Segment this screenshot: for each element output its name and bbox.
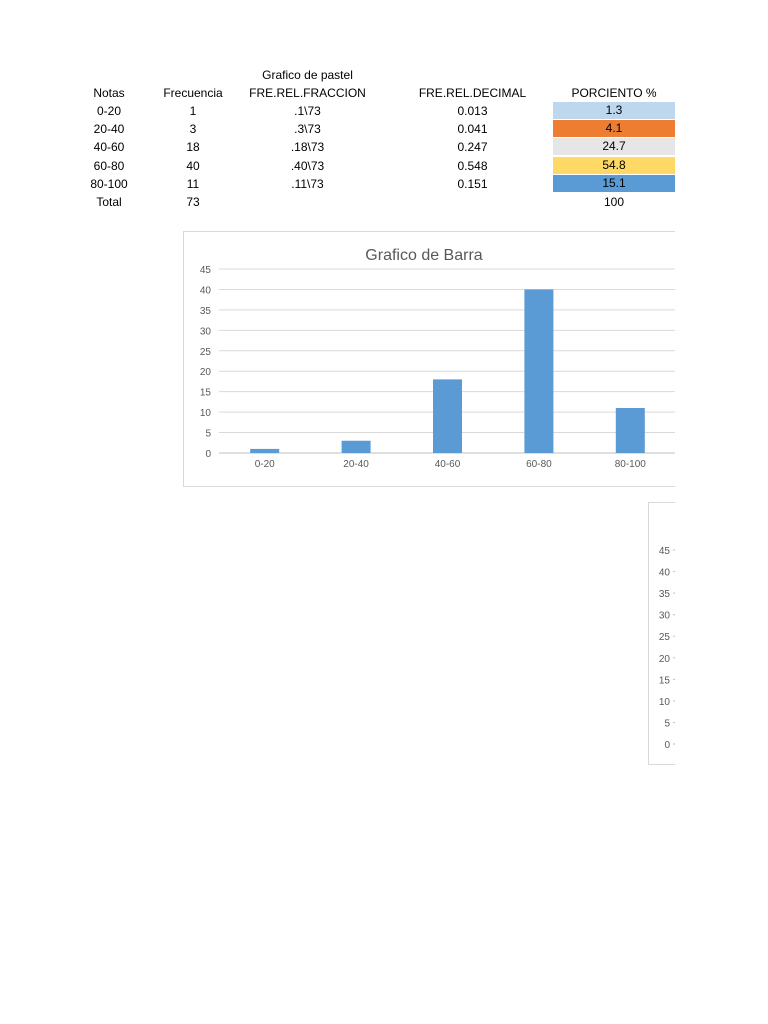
- bar-chart-plot: Grafico de Barra 0 5 10 15 20 25 30 35 40 45 0-20 20…: [200, 247, 676, 470]
- bar-chart[interactable]: Grafico de Barra 0 5 10 15 20 25 30 35 40 45 0-20 20…: [183, 231, 683, 487]
- cell-notas: 60-80: [93, 159, 125, 173]
- cell-porciento: 54.8: [553, 157, 675, 174]
- x-tick-label: 0-20: [255, 459, 275, 470]
- y-tick-label: 15: [200, 388, 212, 399]
- cell-porciento: 1.3: [553, 102, 675, 119]
- y-tick-label: 10: [200, 408, 212, 419]
- cell-frecuencia: 18: [186, 140, 200, 154]
- y-tick-label: 30: [659, 611, 671, 622]
- bar: [524, 289, 554, 453]
- cell-notas: 40-60: [93, 140, 125, 154]
- y-tick-label: 5: [205, 429, 211, 440]
- x-tick-label: 60-80: [526, 459, 552, 470]
- cell-frecuencia: 1: [189, 104, 197, 118]
- y-tick-label: 10: [659, 697, 671, 708]
- cell-notas: 20-40: [93, 122, 125, 136]
- total-label: Total: [96, 195, 122, 209]
- header-decimal: FRE.REL.DECIMAL: [418, 86, 527, 100]
- cell-porciento: 15.1: [553, 175, 675, 192]
- cell-notas: 80-100: [90, 177, 128, 191]
- cell-decimal: 0.041: [457, 122, 488, 136]
- y-tick-label: 20: [659, 654, 671, 665]
- cell-decimal: 0.013: [457, 104, 488, 118]
- y-tick-label: 20: [200, 367, 212, 378]
- cell-fraccion: .1\73: [294, 104, 321, 118]
- cell-decimal: 0.151: [457, 177, 488, 191]
- bar: [433, 379, 462, 453]
- total-frecuencia: 73: [186, 195, 200, 209]
- y-tick-label: 35: [659, 589, 671, 600]
- y-tick-label: 45: [659, 546, 671, 557]
- y-tick-label: 25: [659, 632, 671, 643]
- header-fraccion: FRE.REL.FRACCION: [249, 86, 366, 100]
- y-tick-label: 0: [664, 740, 670, 751]
- y-tick-label: 30: [200, 326, 212, 337]
- cell-fraccion: .40\73: [290, 159, 325, 173]
- bar: [615, 408, 645, 453]
- y-tick-label: 15: [659, 675, 671, 686]
- cell-fraccion: .11\73: [291, 177, 324, 191]
- y-tick-label: 40: [200, 285, 212, 296]
- x-tick-label: 80-100: [615, 459, 647, 470]
- header-porciento: PORCIENTO %: [571, 86, 657, 100]
- x-tick-label: 40-60: [435, 459, 461, 470]
- y-tick-label: 5: [664, 718, 670, 729]
- y-tick-label: 45: [200, 265, 212, 276]
- cell-fraccion: .3\73: [294, 122, 321, 136]
- cell-frecuencia: 40: [186, 159, 200, 173]
- cell-notas: 0-20: [96, 104, 122, 118]
- header-frecuencia: Frecuencia: [163, 86, 223, 100]
- cell-fraccion: .18\73: [290, 140, 325, 154]
- y-tick-label: 0: [205, 449, 211, 460]
- bar: [250, 448, 280, 453]
- header-notas: Notas: [93, 86, 125, 100]
- pie-chart-caption: Grafico de pastel: [262, 68, 353, 82]
- y-tick-label: 25: [200, 347, 212, 358]
- cell-frecuencia: 11: [186, 177, 200, 191]
- cell-decimal: 0.247: [457, 140, 488, 154]
- y-tick-label: 35: [200, 306, 212, 317]
- total-porciento: 100: [603, 195, 625, 209]
- cell-decimal: 0.548: [457, 159, 488, 173]
- page-edge: [675, 0, 768, 1024]
- x-tick-label: 20-40: [343, 459, 369, 470]
- chart-title: Grafico de Barra: [365, 247, 482, 264]
- cell-porciento: 24.7: [553, 138, 675, 155]
- y-tick-label: 40: [659, 568, 671, 579]
- bar: [341, 440, 371, 453]
- cell-frecuencia: 3: [189, 122, 197, 136]
- cell-porciento: 4.1: [553, 120, 675, 137]
